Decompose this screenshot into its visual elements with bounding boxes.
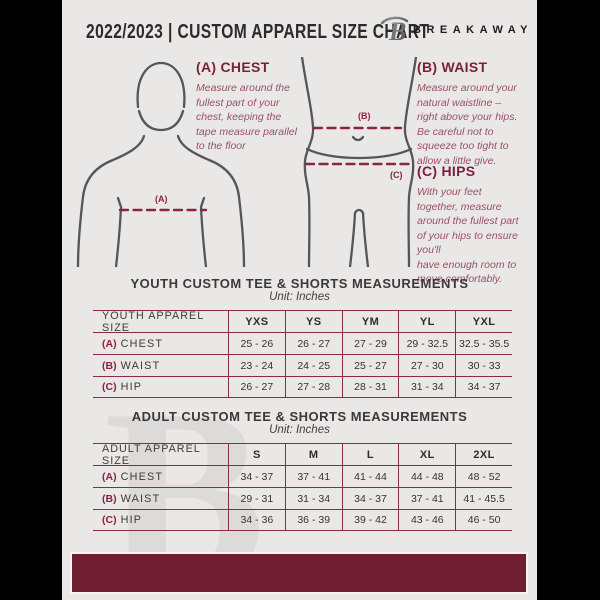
chest-section-text: Measure around the fullest part of your …	[196, 82, 297, 152]
row-prefix: (B)	[102, 359, 117, 372]
table-cell: 29 - 32.5	[398, 332, 456, 354]
adult-col-l: L	[341, 443, 399, 465]
hips-section-text: With your feet together, measure around …	[417, 186, 519, 285]
row-prefix: (C)	[102, 514, 117, 526]
table-cell: 41 - 44	[341, 465, 399, 487]
brand-name: BREAKAWAY	[413, 24, 533, 36]
table-cell: 25 - 26	[228, 332, 285, 354]
lower-body-diagram	[300, 57, 418, 267]
chest-line-label: (A)	[155, 194, 168, 204]
right-black-band	[538, 0, 600, 600]
table-cell: 34 - 37	[341, 487, 399, 509]
navel-mark	[351, 135, 365, 142]
left-armpit-line	[114, 196, 123, 267]
footer-maroon-bar	[70, 552, 528, 594]
table-cell: 26 - 27	[284, 332, 342, 354]
right-shoulder-arm	[176, 134, 246, 267]
jaw-outline	[137, 109, 185, 132]
row-label: HIP	[120, 514, 143, 526]
youth-chest-row-label: (A) CHEST	[93, 332, 228, 354]
table-cell: 25 - 27	[341, 354, 399, 376]
youth-waist-row-label: (B) WAIST	[93, 354, 228, 376]
table-cell: 31 - 34	[284, 487, 342, 509]
waist-section-text: Measure around your natural waistline – …	[417, 82, 518, 167]
youth-col-ys: YS	[284, 310, 342, 332]
page-title: 2022/2023 | CUSTOM APPAREL SIZE CHART	[86, 21, 430, 43]
table-cell: 44 - 48	[398, 465, 456, 487]
youth-col-yxs: YXS	[228, 310, 285, 332]
crotch-curve	[353, 208, 365, 215]
table-cell: 28 - 31	[341, 376, 399, 398]
adult-col-xl: XL	[398, 443, 456, 465]
hips-section-heading: (C) HIPS	[417, 163, 476, 179]
adult-table-corner-header: ADULT APPAREL SIZE	[93, 443, 228, 467]
youth-col-yxl: YXL	[455, 310, 512, 332]
table-cell: 34 - 36	[228, 509, 285, 531]
left-inner-leg	[348, 211, 357, 267]
table-cell: 27 - 30	[398, 354, 456, 376]
adult-col-m: M	[284, 443, 342, 465]
table-cell: 31 - 34	[398, 376, 456, 398]
right-armpit-line	[199, 196, 208, 267]
row-label: CHEST	[120, 337, 164, 350]
waist-line-label: (B)	[358, 111, 371, 121]
table-cell: 36 - 39	[284, 509, 342, 531]
youth-table-unit: Unit: Inches	[269, 291, 330, 303]
row-prefix: (B)	[102, 492, 117, 505]
youth-col-yl: YL	[398, 310, 456, 332]
table-cell: 29 - 31	[228, 487, 285, 509]
table-cell: 24 - 25	[284, 354, 342, 376]
adult-table-unit: Unit: Inches	[269, 424, 330, 436]
table-cell: 48 - 52	[455, 465, 512, 487]
adult-table-title: ADULT CUSTOM TEE & SHORTS MEASUREMENTS	[131, 409, 468, 424]
adult-size-table: ADULT APPAREL SIZE S M L XL 2XL (A) CHEST…	[93, 443, 512, 531]
adult-col-2xl: 2XL	[455, 443, 512, 465]
chest-section-heading: (A) CHEST	[196, 59, 270, 75]
youth-col-ym: YM	[341, 310, 399, 332]
breakaway-b-icon: B	[380, 13, 412, 50]
head-outline	[136, 61, 186, 109]
adult-hip-row-label: (C) HIP	[93, 509, 228, 531]
table-cell: 43 - 46	[398, 509, 456, 531]
left-hip-leg-outline	[300, 57, 315, 267]
table-cell: 23 - 24	[228, 354, 285, 376]
table-cell: 37 - 41	[398, 487, 456, 509]
left-black-band	[0, 0, 62, 600]
hips-line-label: (C)	[390, 170, 403, 180]
row-label: CHEST	[120, 470, 164, 483]
table-cell: 37 - 41	[284, 465, 342, 487]
table-cell: 34 - 37	[455, 376, 512, 398]
youth-table-corner-header: YOUTH APPAREL SIZE	[93, 310, 228, 334]
row-label: HIP	[120, 381, 143, 393]
table-cell: 34 - 37	[228, 465, 285, 487]
svg-text:B: B	[388, 17, 406, 45]
hip-curve	[305, 147, 413, 160]
right-inner-leg	[361, 211, 370, 267]
row-label: WAIST	[120, 492, 161, 505]
adult-col-s: S	[228, 443, 285, 465]
row-label: WAIST	[120, 359, 161, 372]
youth-size-table: YOUTH APPAREL SIZE YXS YS YM YL YXL (A) C…	[93, 310, 512, 398]
table-cell: 39 - 42	[341, 509, 399, 531]
table-cell: 26 - 27	[228, 376, 285, 398]
row-prefix: (C)	[102, 381, 117, 393]
adult-chest-row-label: (A) CHEST	[93, 465, 228, 487]
youth-table-title: YOUTH CUSTOM TEE & SHORTS MEASUREMENTS	[130, 276, 469, 291]
adult-waist-row-label: (B) WAIST	[93, 487, 228, 509]
table-cell: 46 - 50	[455, 509, 512, 531]
size-chart-document: B 2022/2023 | CUSTOM APPAREL SIZE CHART …	[62, 0, 537, 600]
table-cell: 32.5 - 35.5	[455, 332, 512, 354]
waist-section-heading: (B) WAIST	[417, 59, 488, 75]
left-shoulder-arm	[76, 134, 146, 267]
table-cell: 27 - 29	[341, 332, 399, 354]
row-prefix: (A)	[102, 470, 117, 483]
youth-hip-row-label: (C) HIP	[93, 376, 228, 398]
table-cell: 30 - 33	[455, 354, 512, 376]
torso-diagram	[76, 61, 246, 267]
table-cell: 41 - 45.5	[455, 487, 512, 509]
table-cell: 27 - 28	[284, 376, 342, 398]
row-prefix: (A)	[102, 337, 117, 350]
right-hip-leg-outline	[403, 57, 418, 267]
